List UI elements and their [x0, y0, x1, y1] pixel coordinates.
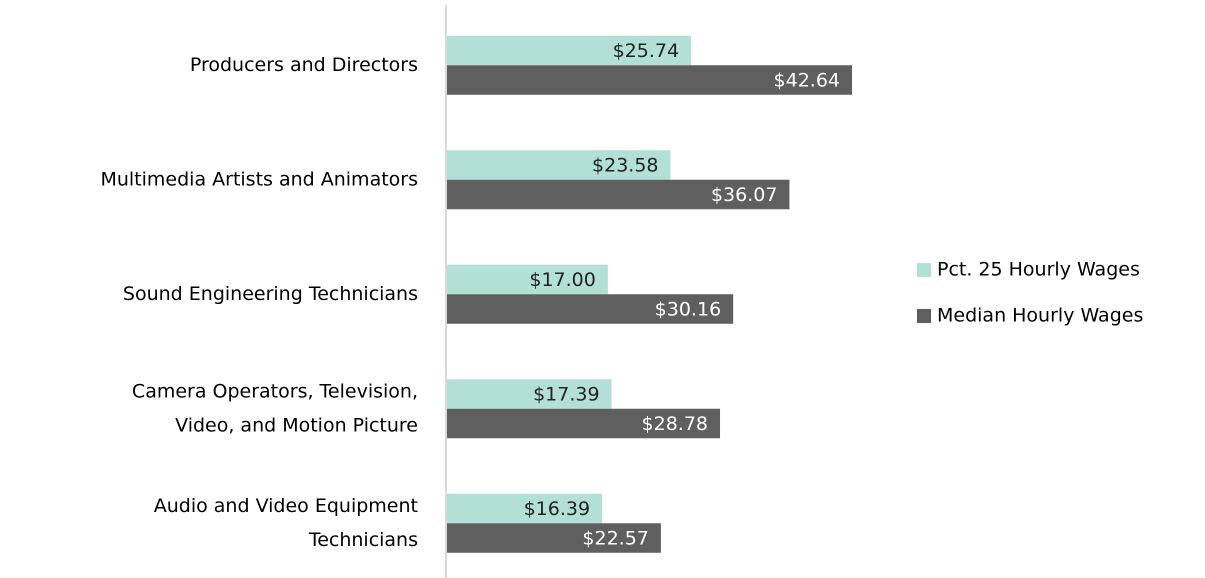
y-tick-label: Technicians — [308, 529, 418, 551]
bar — [447, 379, 612, 409]
bar — [447, 294, 734, 324]
data-label: $17.00 — [529, 269, 595, 291]
y-tick-label: Camera Operators, Television, — [132, 380, 418, 402]
bar — [447, 408, 721, 439]
data-label: $23.58 — [592, 155, 658, 177]
data-label: $22.57 — [582, 528, 648, 550]
legend-label: Pct. 25 Hourly Wages — [937, 259, 1140, 281]
data-label: $36.07 — [711, 184, 777, 206]
legend-label: Median Hourly Wages — [937, 305, 1143, 327]
y-tick-label: Producers and Directors — [190, 54, 418, 76]
y-tick-label: Multimedia Artists and Animators — [100, 168, 418, 190]
bar — [447, 179, 790, 210]
bar — [447, 35, 692, 66]
y-tick-label: Sound Engineering Technicians — [123, 283, 418, 305]
y-tick-label: Video, and Motion Picture — [175, 414, 418, 436]
data-label: $30.16 — [655, 299, 721, 321]
bar — [447, 65, 852, 95]
data-label: $28.78 — [642, 413, 708, 435]
bar — [447, 523, 661, 553]
bar — [447, 493, 603, 524]
data-label: $42.64 — [774, 70, 840, 92]
y-tick-label: Audio and Video Equipment — [154, 495, 418, 517]
data-label: $25.74 — [613, 40, 679, 62]
bar — [447, 150, 671, 180]
bar — [447, 264, 608, 295]
data-label: $16.39 — [524, 498, 590, 520]
data-label: $17.39 — [533, 384, 599, 406]
legend-swatch — [917, 263, 931, 277]
legend-swatch — [917, 309, 931, 323]
